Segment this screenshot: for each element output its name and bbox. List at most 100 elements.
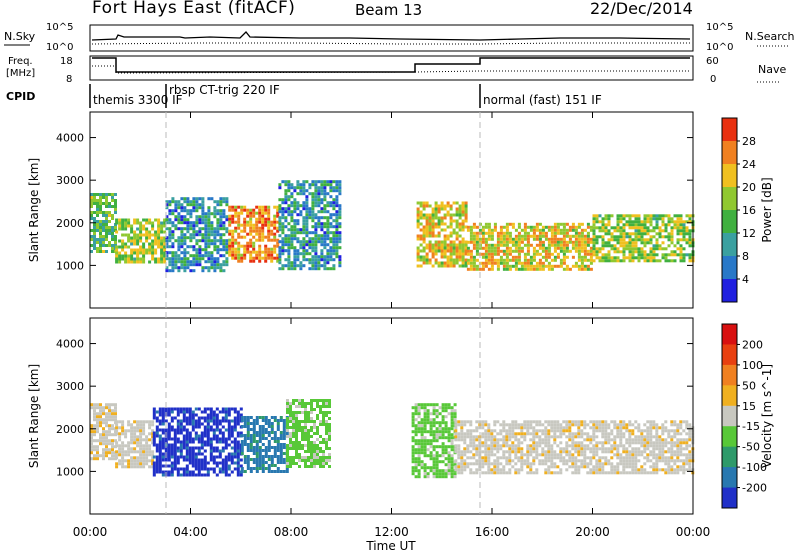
echo-cell [267, 223, 271, 227]
echo-cell [185, 470, 189, 474]
echo-cell [664, 247, 668, 251]
echo-cell [210, 263, 214, 267]
echo-cell [514, 243, 518, 247]
echo-cell [278, 207, 282, 211]
echo-cell [240, 244, 244, 248]
echo-cell [481, 264, 485, 268]
echo-cell [428, 219, 432, 223]
echo-cell [287, 264, 291, 268]
date-label: 22/Dec/2014 [590, 0, 693, 18]
echo-cell [99, 208, 102, 211]
echo-cell [206, 407, 210, 411]
echo-cell [320, 216, 324, 220]
echo-cell [290, 216, 294, 220]
echo-cell [192, 227, 196, 231]
echo-cell [267, 434, 271, 437]
echo-cell [604, 217, 608, 221]
echo-cell [102, 427, 105, 431]
echo-cell [423, 454, 427, 458]
echo-cell [200, 431, 204, 435]
echo-cell [158, 410, 162, 414]
echo-cell [264, 431, 268, 434]
echo-cell [240, 470, 244, 473]
echo-cell [529, 471, 533, 475]
echo-cell [93, 199, 96, 202]
echo-cell [322, 459, 325, 462]
echo-cell [553, 438, 557, 442]
echo-cell [216, 263, 220, 267]
echo-cell [508, 423, 512, 427]
echo-cell [316, 426, 319, 429]
echo-cell [455, 207, 459, 211]
echo-cell [151, 459, 155, 463]
echo-cell [160, 248, 164, 252]
echo-cell [148, 438, 152, 442]
echo-cell [426, 409, 430, 413]
echo-cell [323, 192, 327, 196]
echo-cell [649, 438, 653, 442]
echo-cell [544, 438, 548, 442]
echo-cell [553, 228, 557, 232]
echo-cell [631, 241, 635, 245]
echo-cell [273, 226, 277, 230]
echo-cell [322, 441, 325, 444]
echo-cell [565, 441, 569, 445]
echo-cell [165, 200, 169, 204]
echo-cell [505, 252, 509, 256]
echo-cell [535, 453, 539, 457]
echo-cell [610, 235, 614, 239]
echo-cell [243, 425, 247, 428]
echo-cell [195, 263, 199, 267]
echo-cell [643, 223, 647, 227]
echo-cell [287, 189, 291, 193]
echo-cell [127, 260, 131, 264]
echo-cell [270, 259, 274, 263]
echo-cell [206, 428, 210, 432]
echo-cell [423, 466, 427, 470]
echo-cell [631, 471, 635, 475]
echo-cell [437, 216, 441, 220]
echo-cell [508, 453, 512, 457]
echo-cell [332, 252, 336, 256]
echo-cell [440, 228, 444, 232]
echo-cell [255, 443, 259, 446]
echo-cell [171, 209, 175, 213]
echo-cell [589, 255, 593, 259]
echo-cell [139, 441, 143, 445]
echo-cell [326, 249, 330, 253]
echo-cell [130, 257, 134, 261]
echo-cell [646, 453, 650, 457]
echo-cell [185, 449, 189, 453]
echo-cell [96, 448, 99, 452]
echo-cell [161, 437, 165, 441]
echo-cell [532, 459, 536, 463]
echo-cell [455, 225, 459, 229]
echo-cell [547, 246, 551, 250]
echo-cell [195, 239, 199, 243]
echo-cell [305, 258, 309, 262]
echo-cell [466, 261, 470, 265]
echo-cell [261, 467, 265, 470]
echo-cell [577, 237, 581, 241]
echo-cell [168, 245, 172, 249]
echo-cell [111, 451, 114, 455]
echo-cell [535, 468, 539, 472]
echo-cell [224, 416, 228, 420]
echo-cell [556, 264, 560, 268]
echo-cell [301, 426, 304, 429]
echo-cell [230, 425, 234, 429]
echo-cell [308, 213, 312, 217]
echo-cell [102, 211, 105, 214]
echo-cell [453, 415, 457, 419]
echo-cell [305, 228, 309, 232]
echo-cell [279, 461, 283, 464]
echo-cell [292, 411, 295, 414]
echo-cell [237, 247, 241, 251]
echo-cell [420, 427, 424, 431]
echo-cell [469, 252, 473, 256]
echo-cell [255, 461, 259, 464]
echo-cell [595, 235, 599, 239]
echo-cell [429, 451, 433, 455]
echo-cell [496, 252, 500, 256]
echo-cell [592, 420, 596, 424]
